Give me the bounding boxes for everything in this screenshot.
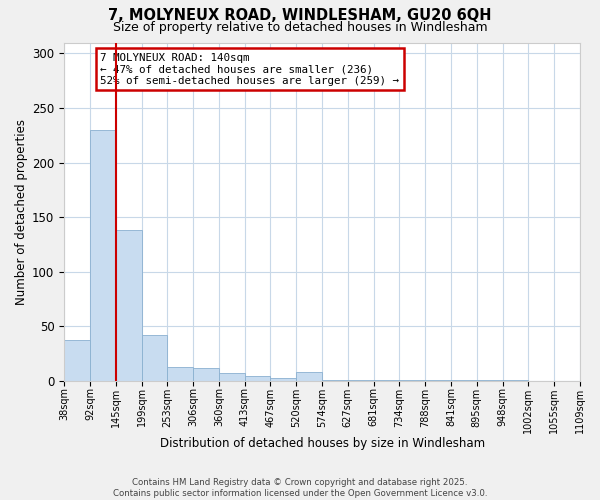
Bar bbox=[503, 380, 529, 381]
Bar bbox=[271, 378, 296, 381]
Bar bbox=[116, 230, 142, 381]
Bar bbox=[193, 368, 219, 381]
Bar bbox=[477, 380, 503, 381]
Y-axis label: Number of detached properties: Number of detached properties bbox=[15, 119, 28, 305]
Bar bbox=[425, 380, 451, 381]
X-axis label: Distribution of detached houses by size in Windlesham: Distribution of detached houses by size … bbox=[160, 437, 485, 450]
Bar bbox=[219, 374, 245, 381]
Text: Size of property relative to detached houses in Windlesham: Size of property relative to detached ho… bbox=[113, 21, 487, 34]
Text: Contains HM Land Registry data © Crown copyright and database right 2025.
Contai: Contains HM Land Registry data © Crown c… bbox=[113, 478, 487, 498]
Text: 7, MOLYNEUX ROAD, WINDLESHAM, GU20 6QH: 7, MOLYNEUX ROAD, WINDLESHAM, GU20 6QH bbox=[108, 8, 492, 22]
Bar bbox=[374, 380, 400, 381]
Bar bbox=[142, 335, 167, 381]
Bar bbox=[167, 367, 193, 381]
Bar bbox=[64, 340, 90, 381]
Bar bbox=[400, 380, 425, 381]
Bar bbox=[348, 380, 374, 381]
Bar bbox=[245, 376, 271, 381]
Bar bbox=[296, 372, 322, 381]
Bar bbox=[322, 380, 348, 381]
Bar bbox=[451, 380, 477, 381]
Bar bbox=[90, 130, 116, 381]
Text: 7 MOLYNEUX ROAD: 140sqm
← 47% of detached houses are smaller (236)
52% of semi-d: 7 MOLYNEUX ROAD: 140sqm ← 47% of detache… bbox=[100, 52, 399, 86]
